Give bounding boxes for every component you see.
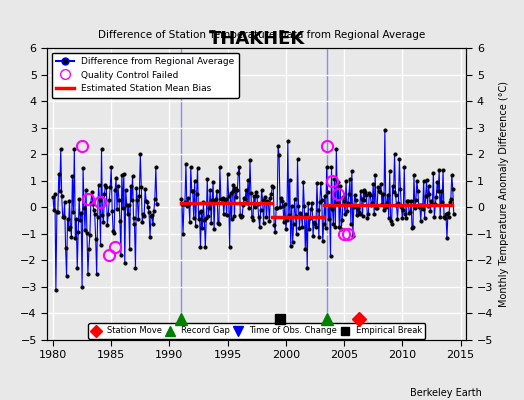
Title: THAKHEK: THAKHEK (209, 30, 305, 48)
Legend: Station Move, Record Gap, Time of Obs. Change, Empirical Break: Station Move, Record Gap, Time of Obs. C… (88, 323, 425, 339)
Text: Difference of Station Temperature Data from Regional Average: Difference of Station Temperature Data f… (99, 30, 425, 40)
Y-axis label: Monthly Temperature Anomaly Difference (°C): Monthly Temperature Anomaly Difference (… (499, 81, 509, 307)
Text: Berkeley Earth: Berkeley Earth (410, 388, 482, 398)
